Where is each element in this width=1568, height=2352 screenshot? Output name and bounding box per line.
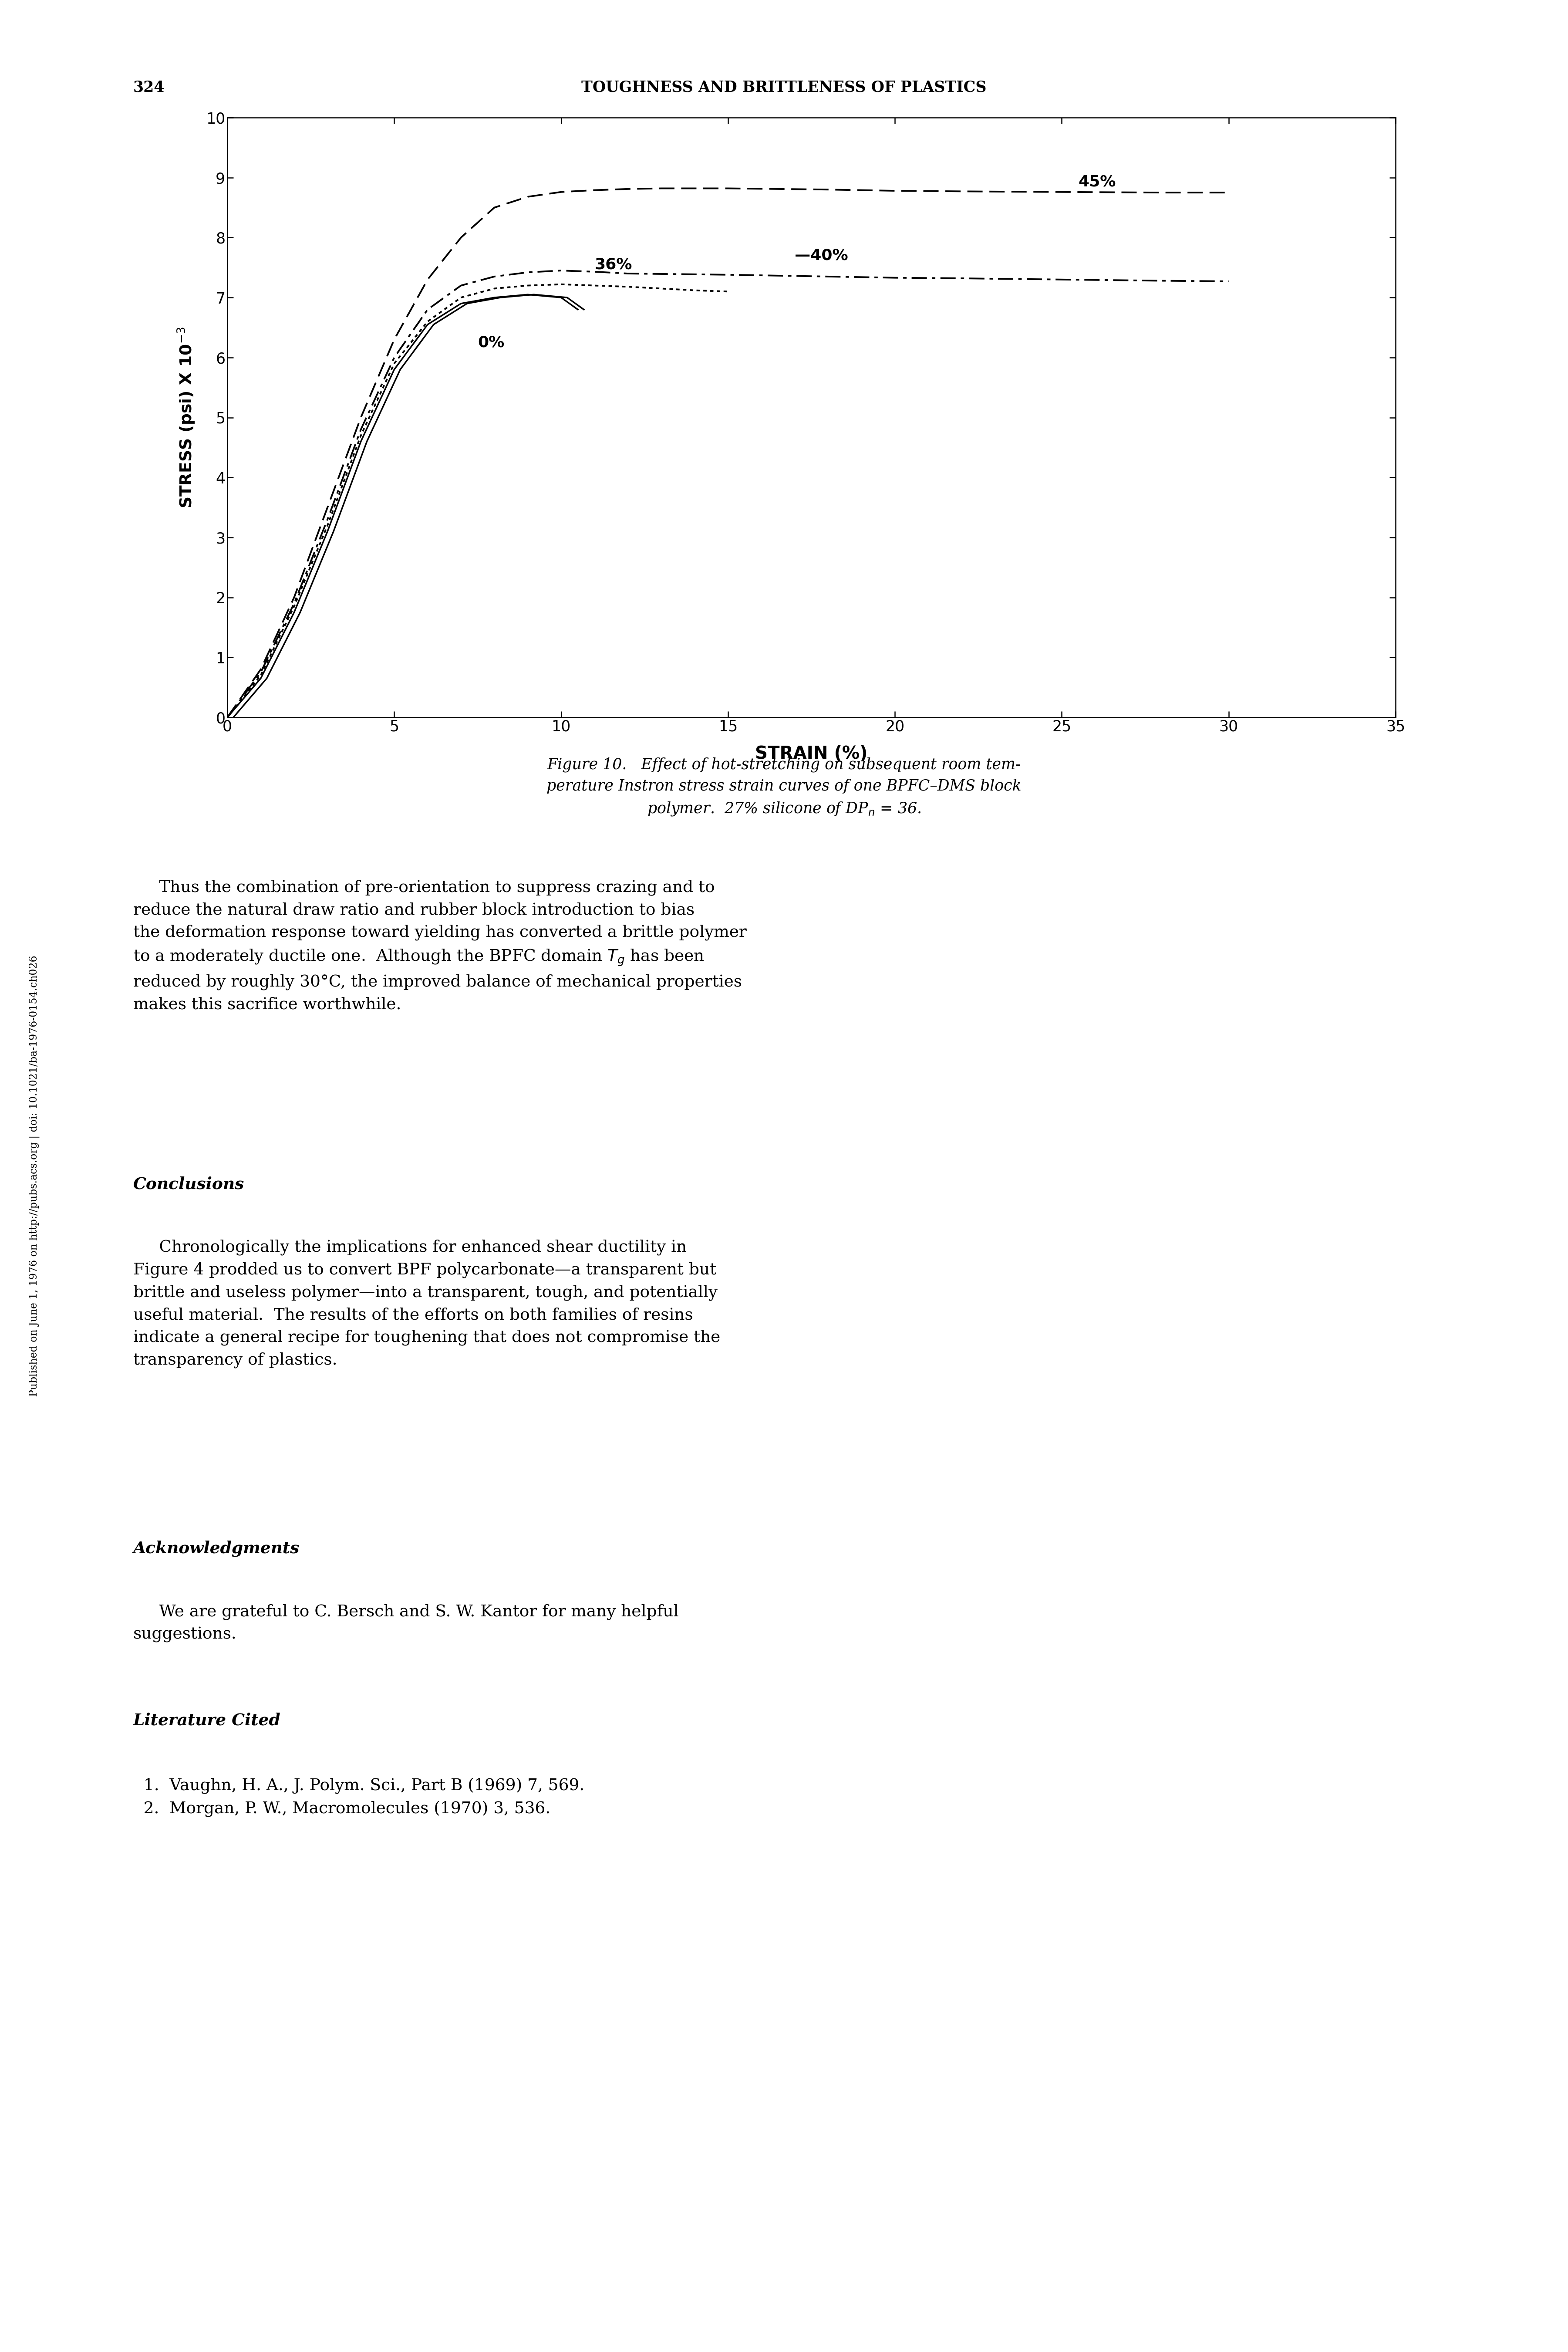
Text: —40%: —40% xyxy=(795,249,848,263)
Text: 324: 324 xyxy=(133,80,165,94)
Text: 36%: 36% xyxy=(594,256,632,273)
Text: Figure 10.   Effect of hot-stretching on subsequent room tem-
perature Instron s: Figure 10. Effect of hot-stretching on s… xyxy=(547,757,1021,816)
Text: Literature Cited: Literature Cited xyxy=(133,1712,281,1729)
Text: We are grateful to C. Bersch and S. W. Kantor for many helpful
suggestions.: We are grateful to C. Bersch and S. W. K… xyxy=(133,1604,679,1642)
Text: Conclusions: Conclusions xyxy=(133,1176,245,1192)
Text: TOUGHNESS AND BRITTLENESS OF PLASTICS: TOUGHNESS AND BRITTLENESS OF PLASTICS xyxy=(582,80,986,94)
Text: Published on June 1, 1976 on http://pubs.acs.org | doi: 10.1021/ba-1976-0154.ch0: Published on June 1, 1976 on http://pubs… xyxy=(30,955,39,1397)
Text: Thus the combination of pre-orientation to suppress crazing and to
reduce the na: Thus the combination of pre-orientation … xyxy=(133,880,746,1011)
Y-axis label: STRESS (psi) X 10$^{-3}$: STRESS (psi) X 10$^{-3}$ xyxy=(176,327,198,508)
Text: 1.  Vaughn, H. A., J. Polym. Sci., Part B (1969) 7, 569.
  2.  Morgan, P. W., Ma: 1. Vaughn, H. A., J. Polym. Sci., Part B… xyxy=(133,1778,585,1818)
X-axis label: STRAIN (%): STRAIN (%) xyxy=(756,746,867,762)
Text: Chronologically the implications for enhanced shear ductility in
Figure 4 prodde: Chronologically the implications for enh… xyxy=(133,1240,720,1369)
Text: Acknowledgments: Acknowledgments xyxy=(133,1541,299,1557)
Text: 45%: 45% xyxy=(1079,174,1116,188)
Text: 0%: 0% xyxy=(478,334,505,350)
